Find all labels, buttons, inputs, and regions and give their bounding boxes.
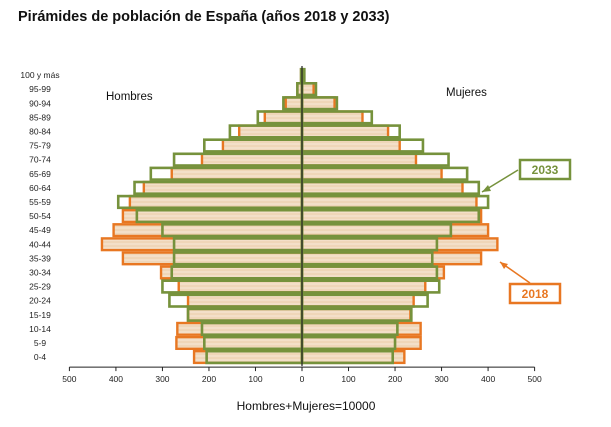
x-tick-label-4: 100 [248,374,262,384]
bar-2018-hombres-15-19 [186,307,304,322]
bar-2018-hombres-20-24 [186,293,304,308]
age-label-90-94: 90-94 [29,98,51,108]
bar-2018-hombres-30-34 [159,265,304,280]
age-label-40-44: 40-44 [29,239,51,249]
x-tick-label-0: 500 [62,374,76,384]
bar-2018-hombres-10-14 [176,321,304,336]
bar-2018-mujeres-5-9 [300,335,422,351]
age-label-20-24: 20-24 [29,296,51,306]
bar-2018-hombres-40-44 [100,237,304,252]
age-label-10-14: 10-14 [29,324,51,334]
bar-2018-hombres-5-9 [175,335,304,351]
bar-2018-hombres-35-39 [121,251,304,266]
bar-2018-hombres-75-79 [221,138,304,153]
bar-2018-mujeres-40-44 [300,237,499,252]
bar-2018-hombres-0-4 [192,350,304,365]
x-tick-label-2: 300 [155,374,169,384]
x-tick-label-3: 200 [202,374,216,384]
legend-2033-box [518,158,572,181]
x-tick-label-5: 0 [300,374,305,384]
age-label-0-4: 0-4 [34,352,47,362]
bar-2018-hombres-85-89 [263,110,304,125]
bar-2018-mujeres-55-59 [300,194,478,210]
hombres-label: Hombres [106,91,153,103]
bar-2018-mujeres-25-29 [300,279,427,294]
legend-2033: 2033 [481,158,572,193]
age-label-70-74: 70-74 [29,155,51,165]
age-label-85-89: 85-89 [29,112,51,122]
bar-2018-mujeres-90-94 [300,96,336,111]
age-label-5-9: 5-9 [34,338,47,348]
mujeres-label: Mujeres [446,87,487,99]
age-label-50-54: 50-54 [29,211,51,221]
bar-2018-mujeres-15-19 [300,307,412,322]
x-tick-label-9: 400 [481,374,495,384]
age-label-15-19: 15-19 [29,310,51,320]
legend-2033-text: 2033 [532,163,559,177]
legend-2018: 2018 [499,261,562,305]
age-label-100 y más: 100 y más [20,70,59,80]
x-tick-label-7: 200 [388,374,402,384]
age-group-labels: 0-4 5-9 10-14 15-19 20-24 25-29 30-34 35-39 40-4… [20,70,59,362]
legend-2018-box [508,282,562,305]
age-label-30-34: 30-34 [29,267,51,277]
age-label-80-84: 80-84 [29,126,51,136]
bar-2018-mujeres-50-54 [300,208,483,224]
bar-2018-mujeres-65-69 [300,166,443,181]
age-label-75-79: 75-79 [29,141,51,151]
bar-2018-mujeres-95-99 [300,82,315,97]
x-axis: 500 400 300 200 100 0 100 200 300 400 500 [62,366,542,384]
age-label-55-59: 55-59 [29,197,51,207]
x-tick-label-8: 300 [434,374,448,384]
x-tick-label-6: 100 [341,374,355,384]
age-label-60-64: 60-64 [29,183,51,193]
age-label-65-69: 65-69 [29,169,51,179]
bar-2018-mujeres-10-14 [300,321,422,336]
age-label-25-29: 25-29 [29,282,51,292]
legend-2033-arrowhead [482,185,491,192]
bar-2018-hombres-25-29 [177,279,304,294]
bar-2018-hombres-50-54 [121,208,304,224]
age-label-35-39: 35-39 [29,253,51,263]
x-axis-label: Hombres+Mujeres=10000 [237,399,376,413]
x-tick-label-10: 500 [528,374,542,384]
bar-2018-mujeres-0-4 [300,350,406,365]
bar-2018-mujeres-80-84 [300,124,390,139]
bar-2018-hombres-65-69 [170,166,304,181]
age-label-45-49: 45-49 [29,225,51,235]
bar-2018-mujeres-75-79 [300,138,401,153]
bar-2018-mujeres-85-89 [300,110,364,125]
bar-2018-hombres-45-49 [112,223,304,238]
bar-2018-mujeres-70-74 [300,152,418,167]
bar-2018-hombres-80-84 [237,124,304,139]
bar-2018-hombres-60-64 [142,180,304,195]
legend-2018-text: 2018 [522,287,549,301]
series-2018-bars [100,67,499,365]
bar-2018-hombres-90-94 [284,96,304,111]
bar-2018-mujeres-60-64 [300,180,464,195]
bar-2018-mujeres-35-39 [300,251,483,266]
chart-title: Pirámides de población de España (años 2… [18,9,390,25]
x-tick-label-1: 400 [109,374,123,384]
bar-2018-hombres-70-74 [200,152,304,167]
bar-2018-hombres-55-59 [128,194,304,210]
bar-2018-mujeres-20-24 [300,293,415,308]
age-label-95-99: 95-99 [29,84,51,94]
bar-2018-mujeres-45-49 [300,223,490,238]
bar-2018-mujeres-30-34 [300,265,446,280]
legend-2018-arrowhead [500,262,508,269]
